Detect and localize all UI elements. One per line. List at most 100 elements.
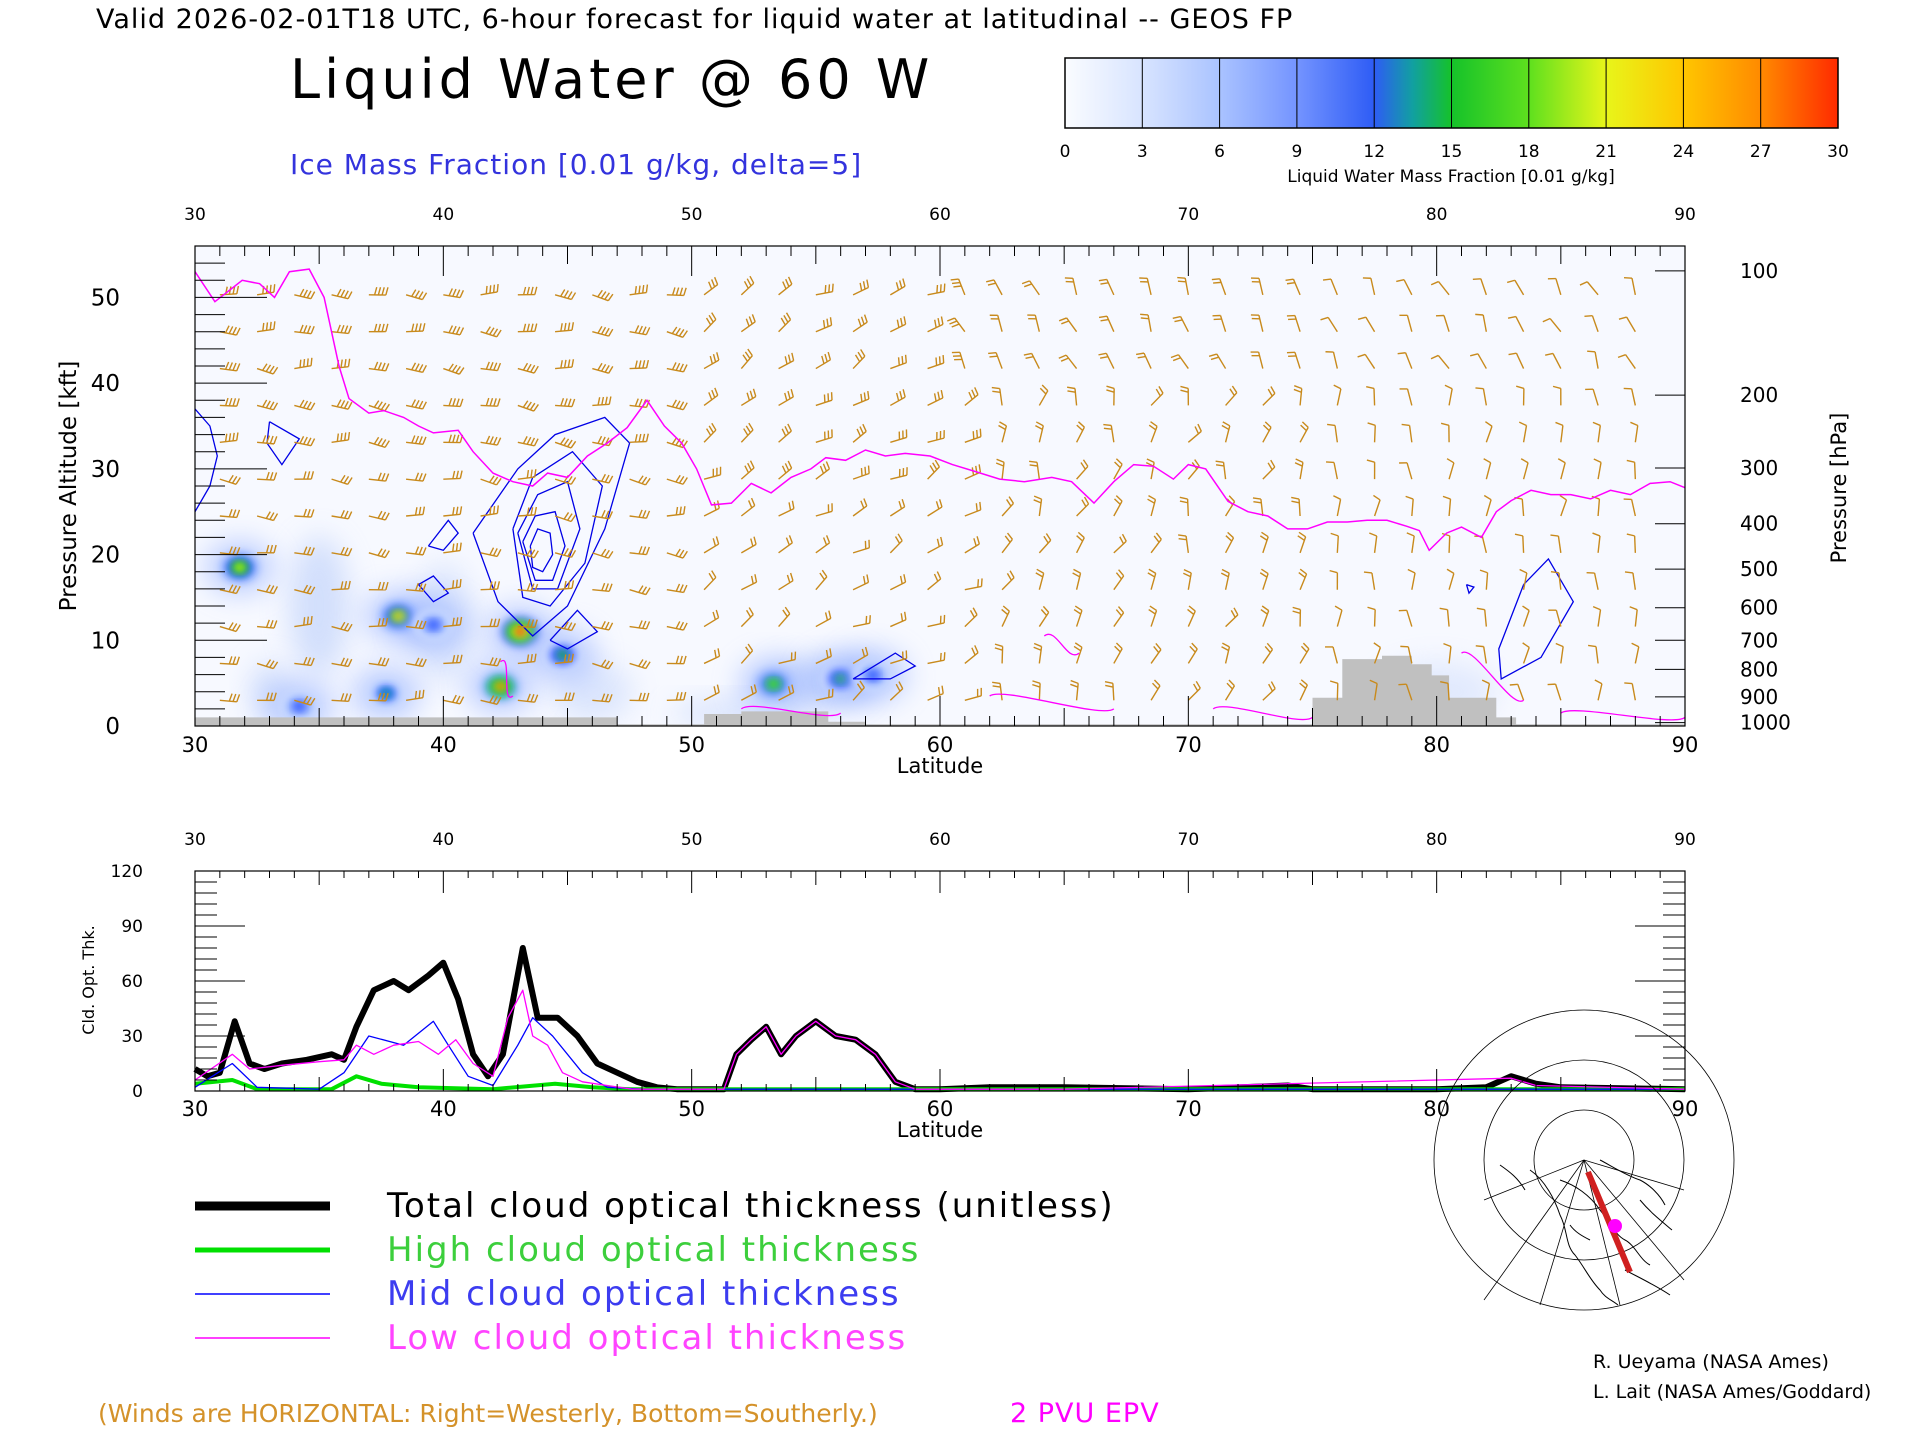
wind-barb-shaft: [443, 513, 461, 517]
wind-barb-flag: [1357, 353, 1366, 358]
wind-barb-flag: [973, 538, 977, 547]
wind-barb-flag: [638, 620, 643, 629]
wind-barb: [703, 570, 717, 591]
wind-barb-flag: [601, 396, 605, 405]
wind-barb-flag: [340, 546, 345, 555]
wind-barb-shaft: [629, 552, 647, 556]
wind-barb: [1106, 385, 1115, 406]
wind-barb: [927, 571, 942, 591]
wind-barb-flag: [385, 692, 389, 702]
wind-barb-shaft: [1411, 498, 1414, 517]
wind-barb-shaft: [815, 696, 833, 701]
wind-barb: [1584, 314, 1599, 332]
wind-barb-flag: [951, 281, 961, 285]
wind-barb-shaft: [1522, 610, 1530, 627]
wind-barb-shaft: [219, 439, 237, 443]
wind-barb-flag: [559, 437, 566, 445]
wind-barb-flag: [340, 474, 346, 483]
wind-barb-shaft: [1177, 354, 1189, 369]
wind-barb: [1260, 605, 1270, 627]
wind-barb-shaft: [554, 294, 572, 301]
bottom-x-tick-label-upper: 30: [184, 830, 206, 850]
wind-barb: [852, 646, 869, 665]
wind-barb-flag: [896, 319, 900, 328]
wind-barb-flag: [269, 660, 275, 668]
wind-barb-flag: [310, 547, 315, 556]
wind-barb: [1033, 642, 1043, 664]
wind-barb-flag: [902, 278, 906, 287]
wind-barb-shaft: [555, 587, 573, 591]
wind-barb-flag: [373, 400, 380, 408]
bottom-y-tick-label: 0: [132, 1082, 143, 1102]
wind-barb-flag: [571, 653, 574, 662]
wind-barb-flag: [411, 289, 417, 297]
wind-barb: [1208, 353, 1227, 369]
wind-barb-flag: [380, 439, 387, 447]
colorbar-tick-label: 12: [1363, 142, 1385, 162]
wind-barb-shaft: [257, 478, 275, 481]
wind-barb: [443, 542, 462, 554]
wind-barb-shaft: [852, 654, 869, 665]
wind-barb: [1369, 532, 1378, 553]
wind-barb: [1294, 458, 1304, 480]
wind-barb-shaft: [331, 404, 349, 410]
wind-barb-shaft: [592, 294, 609, 302]
wind-barb-flag: [1072, 572, 1080, 578]
wind-barb-flag: [992, 390, 1001, 393]
wind-barb-flag: [306, 401, 312, 410]
top-x-tick-label: 90: [1672, 733, 1699, 757]
wind-barb-flag: [638, 398, 643, 407]
wind-barb-shaft: [890, 657, 907, 665]
wind-barb-flag: [489, 327, 495, 335]
wind-barb-shaft: [1150, 392, 1164, 406]
wind-barb-flag: [526, 469, 530, 479]
wind-barb: [927, 459, 940, 480]
wind-barb: [964, 428, 982, 443]
wind-barb-flag: [1035, 424, 1043, 431]
wind-barb-flag: [899, 575, 903, 584]
pv-contour-fragment: [1212, 706, 1313, 721]
wind-barb-flag: [708, 572, 714, 581]
wind-barb-shaft: [256, 367, 274, 375]
wind-barb-shaft: [1555, 278, 1562, 296]
wind-barb: [740, 497, 756, 517]
wind-barb-flag: [933, 573, 939, 582]
wind-barb: [740, 388, 757, 407]
wind-barb-flag: [492, 476, 499, 485]
wind-barb: [740, 607, 754, 628]
wind-barb-flag: [1061, 320, 1070, 325]
wind-barb-flag: [994, 647, 1003, 651]
wind-barb-flag: [530, 653, 533, 663]
wind-barb: [331, 621, 353, 632]
wind-barb: [1187, 680, 1201, 701]
wind-barb-shaft: [1594, 351, 1599, 369]
wind-barb-flag: [377, 692, 382, 701]
wind-barb: [219, 474, 241, 485]
wind-barb-flag: [269, 435, 274, 444]
wind-barb: [294, 508, 315, 518]
wind-barb-shaft: [1258, 315, 1264, 332]
wind-barb-flag: [496, 362, 502, 371]
credit-line-2: L. Lait (NASA Ames/Goddard): [1593, 1381, 1871, 1403]
wind-barb-flag: [597, 362, 603, 371]
wind-barb-shaft: [1558, 572, 1562, 590]
wind-barb-flag: [1294, 462, 1303, 467]
wind-barb-shaft: [815, 436, 833, 443]
wind-barb-flag: [1298, 572, 1306, 579]
wind-barb-flag: [563, 322, 567, 331]
liquid-cell: [739, 658, 808, 710]
wind-barb-shaft: [1634, 425, 1639, 443]
wind-barb: [778, 572, 794, 591]
wind-barb-flag: [601, 693, 606, 702]
wind-barb-shaft: [778, 319, 792, 333]
wind-barb-flag: [1366, 385, 1375, 390]
wind-barb-shaft: [554, 478, 572, 485]
ice-contour: [1465, 583, 1475, 595]
wind-barb-shaft: [1373, 647, 1382, 664]
wind-barb-shaft: [1075, 683, 1079, 701]
wind-barb-shaft: [1299, 427, 1309, 443]
wind-barb: [1021, 280, 1040, 296]
wind-barb-flag: [679, 691, 683, 701]
wind-barb-flag: [265, 544, 270, 554]
wind-barb-shaft: [666, 294, 684, 297]
